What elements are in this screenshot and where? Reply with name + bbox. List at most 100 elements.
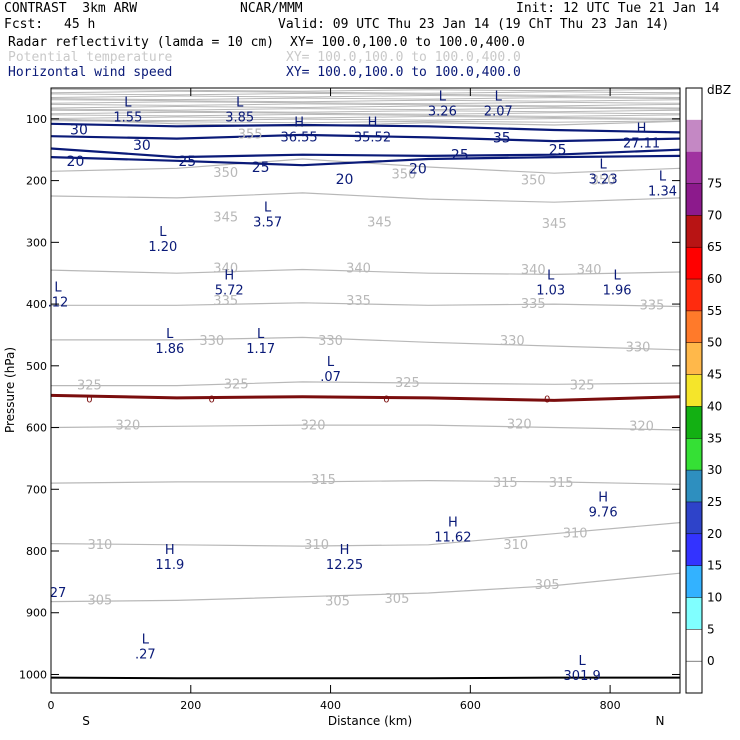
theta-label: 330 bbox=[626, 340, 651, 355]
colorbar-label: 15 bbox=[707, 559, 722, 573]
extremum-marker: L bbox=[495, 89, 503, 104]
theta-label: 350 bbox=[521, 174, 546, 189]
y-tick-label: 300 bbox=[26, 236, 47, 249]
wind-label: 25 bbox=[178, 154, 196, 170]
theta-label: 350 bbox=[591, 174, 616, 189]
theta-contour-345 bbox=[50, 192, 681, 203]
forecast-hour: 45 h bbox=[64, 17, 96, 32]
extremum-value: 5.72 bbox=[215, 283, 244, 298]
y-tick-label: 400 bbox=[26, 298, 47, 311]
extremum-value: 12.25 bbox=[326, 558, 363, 573]
y-tick-label: 800 bbox=[26, 545, 47, 558]
upper-isentrope bbox=[50, 107, 681, 111]
theta-label: 325 bbox=[395, 376, 420, 391]
extremum-value: .12 bbox=[48, 296, 69, 311]
theta-contour-305 bbox=[50, 572, 681, 603]
x-end-label-left: S bbox=[82, 714, 90, 728]
extremum-marker: L bbox=[236, 96, 244, 111]
extremum-value: 36.55 bbox=[280, 130, 317, 145]
upper-isentrope bbox=[50, 94, 681, 98]
upper-isentrope bbox=[50, 111, 681, 115]
extremum-marker: H bbox=[224, 268, 234, 283]
extremum-value: 3.26 bbox=[428, 104, 457, 119]
plot-frame bbox=[50, 87, 681, 694]
theta-label: 335 bbox=[640, 298, 665, 313]
colorbar-label: 25 bbox=[707, 495, 722, 509]
theta-label: 350 bbox=[392, 167, 417, 182]
wind-label: 20 bbox=[336, 172, 354, 188]
colorbar-swatch bbox=[686, 151, 702, 184]
upper-isentrope bbox=[50, 105, 681, 109]
y-tick-label: 900 bbox=[26, 607, 47, 620]
x-end-label-right: N bbox=[656, 714, 665, 728]
colorbar-swatch bbox=[686, 247, 702, 280]
wind-label: 25 bbox=[451, 148, 469, 164]
theta-label: 310 bbox=[88, 538, 113, 553]
theta-label: 340 bbox=[213, 261, 238, 276]
extremum-marker: H bbox=[294, 115, 304, 130]
upper-isentrope bbox=[50, 99, 681, 103]
colorbar-swatch bbox=[686, 533, 702, 566]
theta-label: 340 bbox=[521, 263, 546, 278]
theta-label: 335 bbox=[213, 294, 238, 309]
extremum-value: 9.76 bbox=[589, 506, 618, 521]
colorbar-label: 55 bbox=[707, 304, 722, 318]
upper-isentrope bbox=[50, 88, 681, 92]
wind-label: 35 bbox=[493, 130, 511, 146]
colorbar-label: 40 bbox=[707, 399, 722, 413]
colorbar-swatch bbox=[686, 565, 702, 598]
theta-contour-315 bbox=[50, 479, 681, 485]
colorbar-label: 20 bbox=[707, 527, 722, 541]
colorbar-label: 60 bbox=[707, 272, 722, 286]
theta-contour-335 bbox=[51, 302, 681, 308]
extremum-value: 27.11 bbox=[623, 136, 660, 151]
theta-label: 320 bbox=[301, 419, 326, 434]
upper-isentrope bbox=[50, 120, 681, 124]
colorbar-label: 10 bbox=[707, 590, 722, 604]
y-tick-label: 700 bbox=[26, 483, 47, 496]
theta-label: 330 bbox=[199, 334, 224, 349]
extremum-marker: H bbox=[368, 115, 378, 130]
theta-label: 330 bbox=[500, 334, 525, 349]
colorbar-unit: dBZ bbox=[707, 83, 731, 97]
extremum-marker: L bbox=[257, 327, 265, 342]
wind-label: 20 bbox=[409, 161, 427, 177]
forecast-label: Fcst: bbox=[4, 17, 44, 32]
extremum-marker: L bbox=[54, 281, 62, 296]
ground-line bbox=[50, 676, 680, 680]
extremum-value: 1.34 bbox=[648, 185, 677, 200]
theta-label: 305 bbox=[88, 593, 113, 608]
colorbar-swatch bbox=[686, 215, 702, 248]
x-tick-label: 600 bbox=[460, 699, 481, 712]
extremum-value: 11.62 bbox=[434, 530, 471, 545]
colorbar-label: 45 bbox=[707, 368, 722, 382]
theta-label: 320 bbox=[115, 419, 140, 434]
extremum-value: 3.57 bbox=[253, 215, 282, 230]
theta-label: 345 bbox=[213, 211, 238, 226]
extremum-marker: H bbox=[448, 515, 458, 530]
upper-isentrope bbox=[50, 101, 681, 105]
theta-label: 315 bbox=[549, 476, 574, 491]
extremum-marker: L bbox=[579, 654, 587, 669]
zero-isotherm-label: 0 bbox=[544, 395, 550, 406]
field-theta-xy: XY= 100.0,100.0 to 100.0,400.0 bbox=[286, 50, 521, 65]
extremum-value: .07 bbox=[320, 370, 341, 385]
y-tick-label: 500 bbox=[26, 360, 47, 373]
model-title: CONTRAST 3km ARW bbox=[4, 1, 138, 16]
theta-label: 355 bbox=[238, 127, 263, 142]
theta-label: 340 bbox=[577, 263, 602, 278]
zero-isotherm-label: 0 bbox=[383, 395, 389, 406]
extremum-value: 27 bbox=[50, 586, 67, 601]
theta-contour-330 bbox=[51, 336, 681, 351]
colorbar-swatch bbox=[686, 406, 702, 439]
x-tick-label: 0 bbox=[48, 699, 55, 712]
extremum-marker: L bbox=[159, 225, 167, 240]
wind-contour-35 bbox=[50, 122, 681, 134]
colorbar-label: 70 bbox=[707, 208, 722, 222]
wind-label: 25 bbox=[549, 143, 567, 159]
zero-isotherm-label: 0 bbox=[209, 395, 215, 406]
colorbar-swatch bbox=[686, 88, 702, 120]
plot-area bbox=[51, 88, 680, 693]
theta-label: 305 bbox=[535, 578, 560, 593]
